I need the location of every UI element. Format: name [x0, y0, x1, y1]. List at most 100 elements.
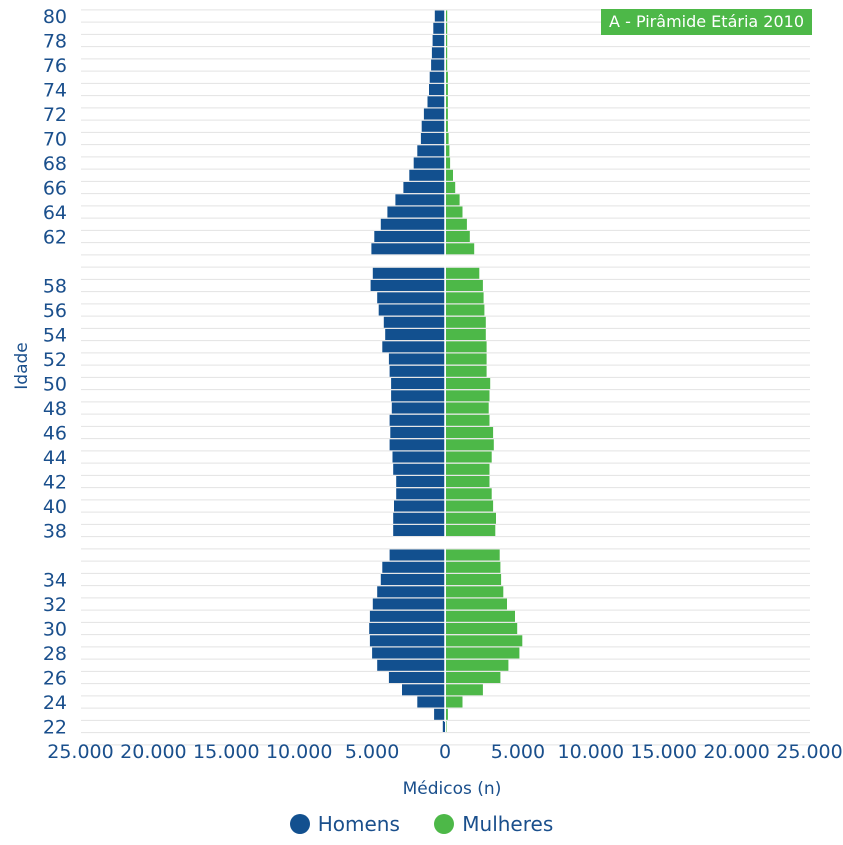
y-tick-label-26: 26: [43, 668, 67, 690]
x-tick-label: 10.000: [558, 741, 624, 763]
y-tick-label-24: 24: [43, 692, 67, 714]
bar-homens-55: [383, 316, 445, 328]
bar-homens-48: [391, 402, 445, 414]
y-tick-label-30: 30: [43, 619, 67, 641]
bar-homens-24: [417, 696, 445, 708]
bar-homens-42: [396, 476, 445, 487]
bar-homens-54: [385, 329, 445, 340]
bar-mulheres-40: [446, 500, 494, 512]
bar-homens-30: [369, 623, 445, 634]
chart-legend: Homens Mulheres: [0, 812, 843, 839]
y-axis-title: Idade: [12, 342, 32, 389]
bar-homens-61: [371, 243, 445, 255]
bar-mulheres-28: [446, 647, 520, 659]
bar-mulheres-75: [446, 71, 448, 83]
bar-homens-77: [431, 47, 445, 59]
y-tick-label-62: 62: [43, 227, 67, 249]
bar-homens-35: [382, 561, 445, 573]
x-tick-label: 25.000: [47, 741, 113, 763]
bar-homens-51: [389, 365, 445, 377]
bar-mulheres-54: [446, 329, 486, 340]
y-tick-label-78: 78: [43, 31, 67, 53]
y-tick-label-80: 80: [43, 6, 67, 28]
bar-homens-72: [423, 108, 445, 120]
bar-homens-31: [369, 610, 445, 622]
bar-mulheres-49: [446, 390, 490, 402]
bar-homens-36: [389, 549, 445, 561]
bar-homens-69: [417, 145, 445, 157]
bar-homens-74: [429, 84, 445, 95]
bar-homens-71: [421, 120, 445, 132]
y-tick-label-22: 22: [43, 717, 67, 739]
bar-mulheres-71: [446, 120, 448, 132]
y-tick-label-64: 64: [43, 202, 67, 224]
bar-homens-45: [389, 439, 445, 451]
legend-item-mulheres: Mulheres: [434, 812, 553, 836]
bar-mulheres-51: [446, 365, 487, 377]
bar-mulheres-63: [446, 218, 467, 230]
bar-mulheres-77: [446, 47, 448, 59]
x-tick-label: 25.000: [776, 741, 842, 763]
legend-label-homens: Homens: [317, 812, 400, 836]
bar-mulheres-73: [446, 96, 448, 108]
bar-mulheres-35: [446, 561, 501, 573]
bar-mulheres-45: [446, 439, 494, 451]
bar-mulheres-43: [446, 463, 490, 475]
bar-mulheres-23: [446, 708, 448, 720]
bar-homens-58: [370, 280, 445, 291]
bar-homens-25: [402, 684, 445, 696]
y-tick-label-32: 32: [43, 594, 67, 616]
bar-homens-75: [429, 71, 445, 83]
bar-mulheres-55: [446, 316, 486, 328]
y-tick-label-54: 54: [43, 325, 67, 347]
x-tick-label: 15.000: [193, 741, 259, 763]
bar-homens-43: [393, 463, 445, 475]
bar-mulheres-62: [446, 231, 470, 242]
bar-mulheres-25: [446, 684, 483, 696]
bar-homens-70: [420, 133, 445, 144]
bar-homens-56: [378, 304, 445, 316]
legend-label-mulheres: Mulheres: [462, 812, 554, 836]
bar-mulheres-79: [446, 22, 448, 34]
bar-mulheres-32: [446, 598, 507, 610]
bar-mulheres-56: [446, 304, 485, 316]
bar-mulheres-48: [446, 402, 489, 414]
bar-homens-66: [403, 182, 445, 193]
bar-homens-23: [434, 708, 445, 720]
bar-homens-27: [377, 659, 445, 671]
bar-homens-50: [391, 378, 445, 389]
bar-homens-57: [377, 292, 445, 304]
y-tick-label-74: 74: [43, 80, 67, 102]
y-tick-label-38: 38: [43, 521, 67, 543]
bar-mulheres-57: [446, 292, 484, 304]
bar-homens-33: [377, 586, 445, 598]
bar-mulheres-22: [446, 721, 447, 732]
bar-homens-32: [372, 598, 445, 610]
y-tick-label-66: 66: [43, 178, 67, 200]
x-tick-label: 5.000: [491, 741, 545, 763]
x-tick-label: 20.000: [703, 741, 769, 763]
bar-mulheres-31: [446, 610, 515, 622]
bar-homens-41: [396, 488, 445, 500]
bar-homens-26: [388, 672, 445, 683]
bar-mulheres-38: [446, 525, 496, 536]
bar-mulheres-33: [446, 586, 504, 598]
chart-title-badge: A - Pirâmide Etária 2010: [601, 9, 812, 35]
bar-mulheres-61: [446, 243, 475, 255]
y-tick-label-58: 58: [43, 276, 67, 298]
bar-homens-76: [431, 59, 445, 71]
bar-mulheres-27: [446, 659, 509, 671]
bar-mulheres-47: [446, 414, 490, 426]
bar-homens-47: [389, 414, 445, 426]
y-tick-label-52: 52: [43, 349, 67, 371]
bar-mulheres-29: [446, 635, 523, 647]
bar-homens-29: [369, 635, 445, 647]
bar-mulheres-42: [446, 476, 490, 487]
bar-homens-38: [393, 525, 445, 536]
legend-dot-icon: [289, 814, 310, 834]
x-tick-label: 5.000: [345, 741, 399, 763]
bar-homens-28: [372, 647, 445, 659]
bar-mulheres-65: [446, 194, 460, 206]
